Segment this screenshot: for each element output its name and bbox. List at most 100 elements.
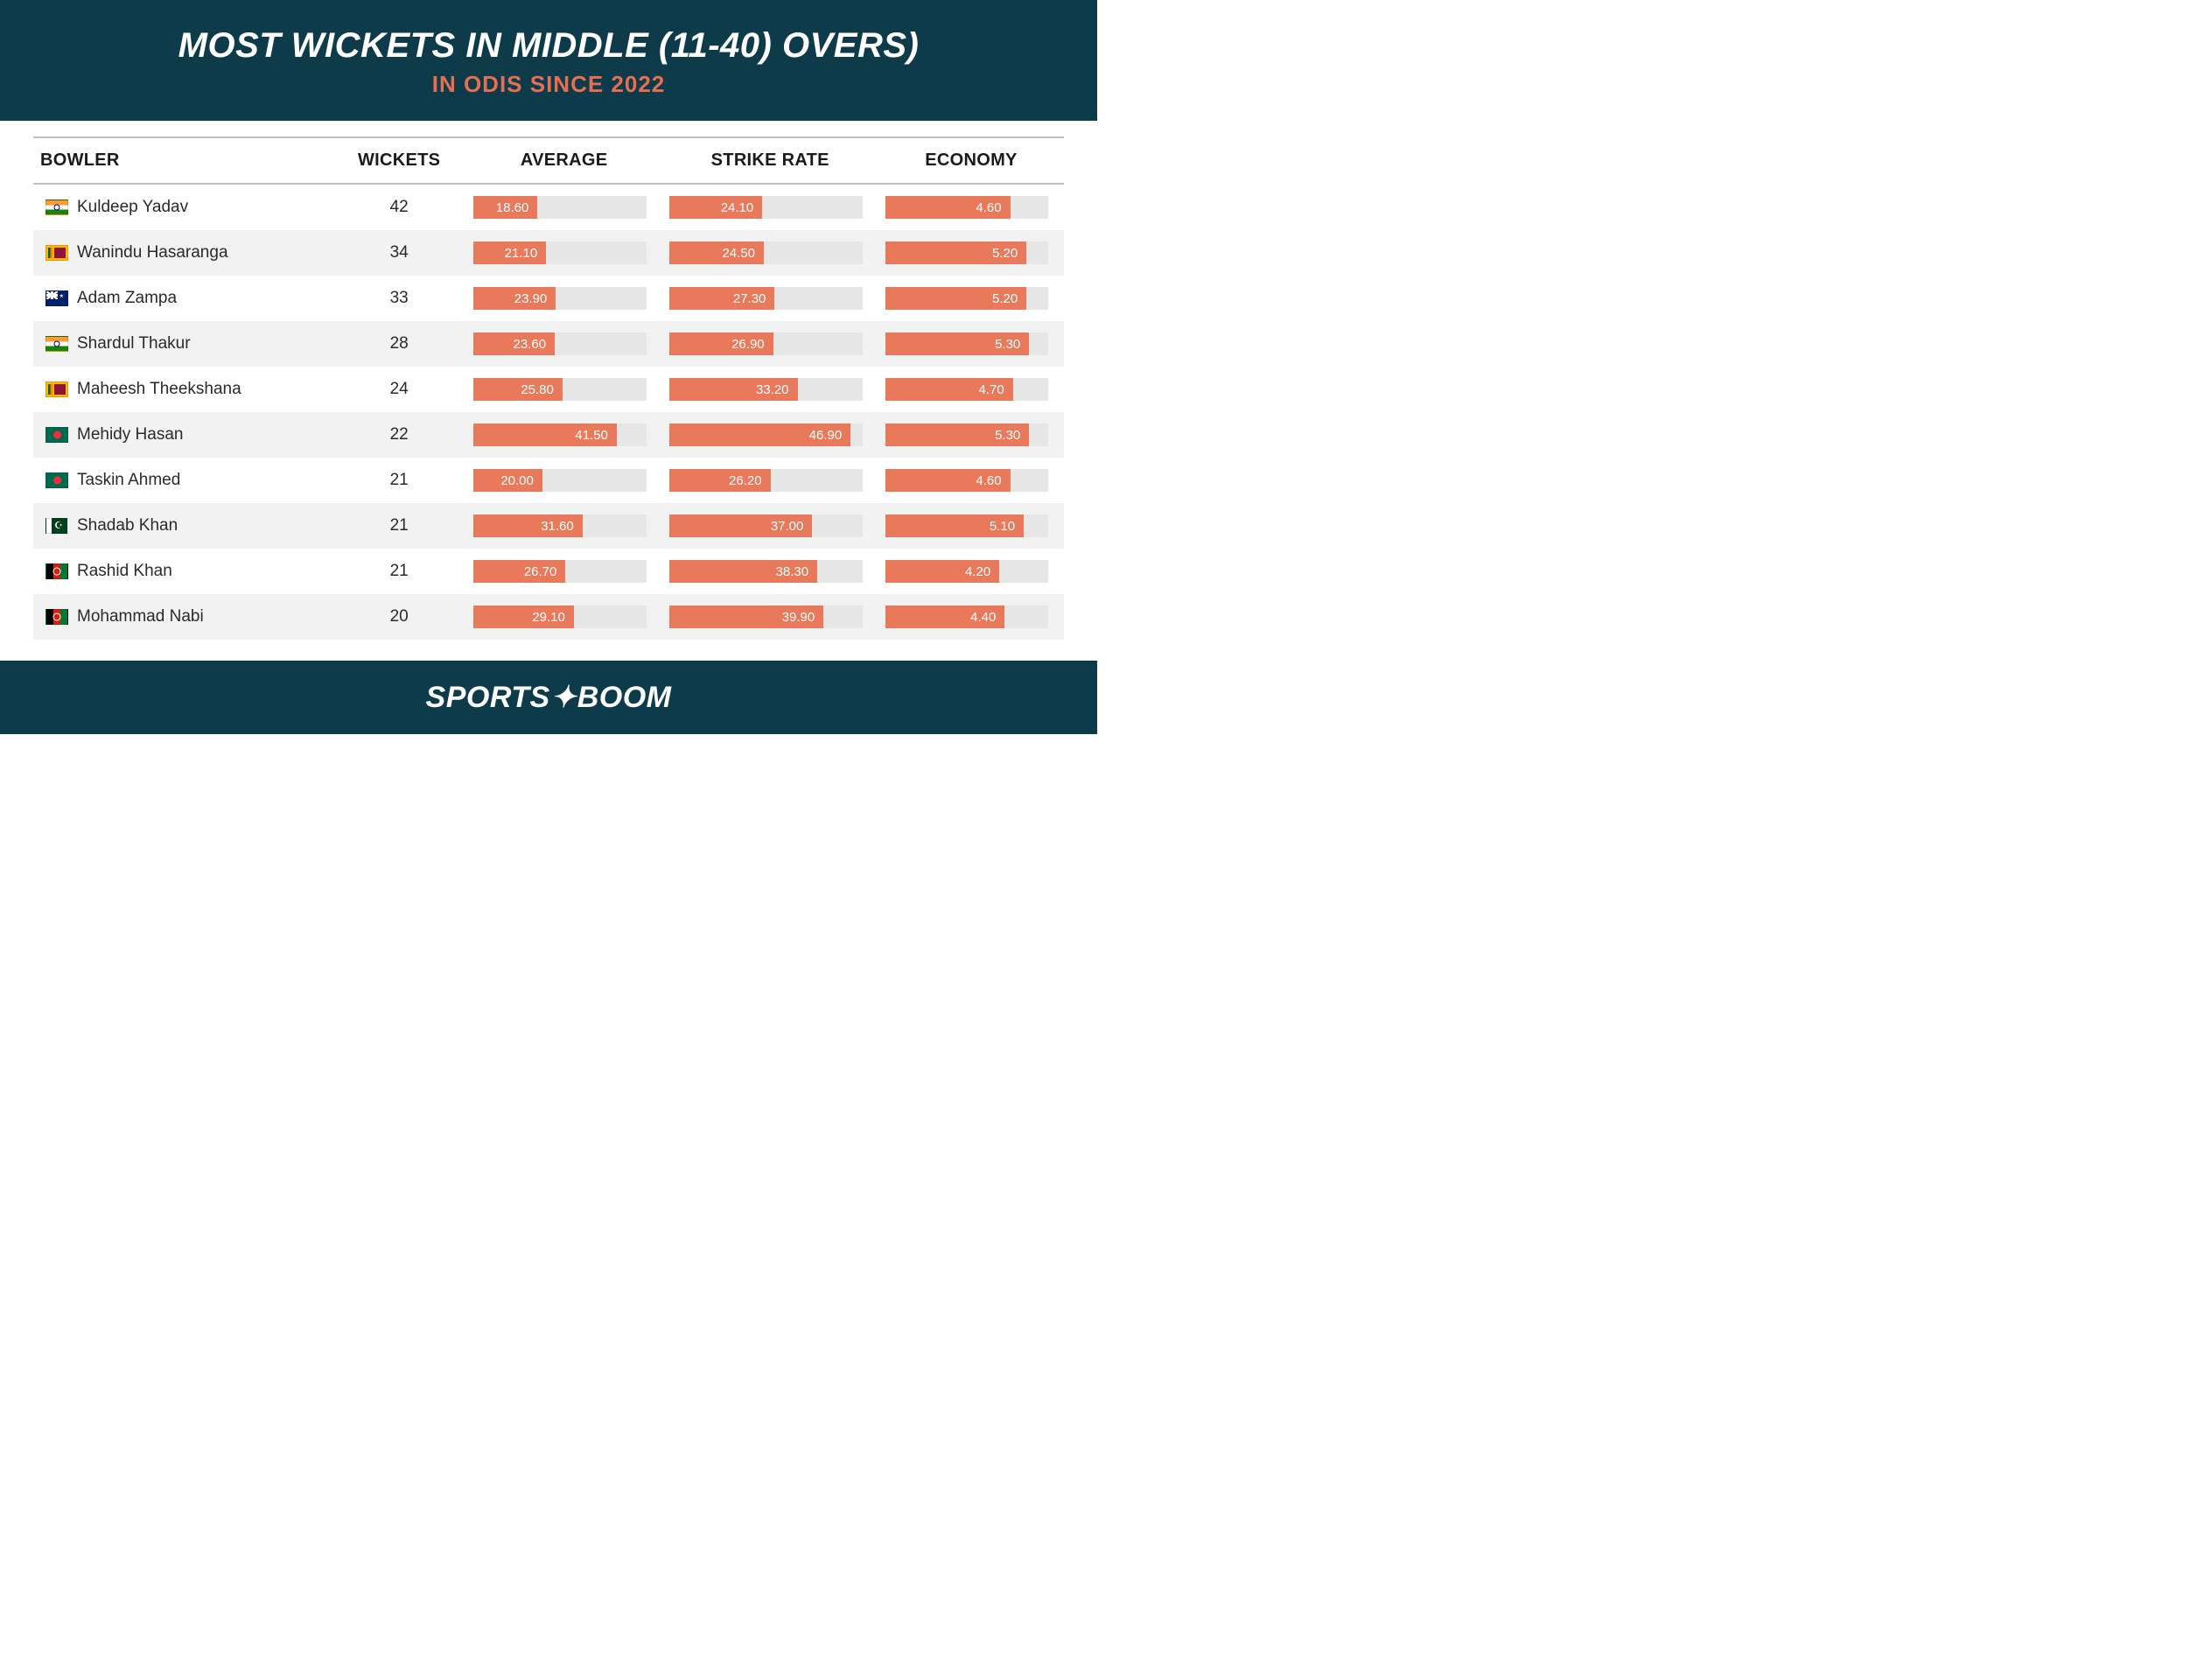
col-economy: ECONOMY [878,137,1064,184]
flag-icon [45,382,68,397]
table-row: Mehidy Hasan 22 41.50 46.90 5.30 [33,412,1064,458]
bar-fill: 5.20 [885,242,1026,264]
col-wickets: WICKETS [332,137,466,184]
bowler-name: Mohammad Nabi [77,607,204,626]
table-row: Wanindu Hasaranga3421.1024.505.20 [33,230,1064,276]
bar-track: 41.50 [473,424,647,446]
bar-fill: 29.10 [473,606,574,628]
economy-cell: 5.30 [878,321,1064,367]
bar-track: 25.80 [473,378,647,401]
flag-icon [45,518,68,534]
bar-track: 18.60 [473,196,647,219]
strike-rate-cell: 26.20 [662,458,878,503]
flag-icon [45,336,68,352]
economy-cell: 5.10 [878,503,1064,549]
flag-icon [45,200,68,215]
bowler-cell: Kuldeep Yadav [33,184,332,230]
strike-rate-cell: 26.90 [662,321,878,367]
brand-logo: SPORTS✦BOOM [0,680,1097,715]
table-row: Kuldeep Yadav4218.6024.104.60 [33,184,1064,230]
bar-fill: 24.50 [669,242,764,264]
bar-label: 37.00 [771,519,804,534]
wickets-cell: 34 [332,230,466,276]
table-row: Shadab Khan2131.6037.005.10 [33,503,1064,549]
col-average: AVERAGE [466,137,662,184]
bar-fill: 33.20 [669,378,798,401]
bar-track: 5.20 [885,287,1048,310]
bar-label: 31.60 [541,519,574,534]
bar-label: 46.90 [809,428,843,443]
bar-track: 24.10 [669,196,863,219]
economy-cell: 4.20 [878,549,1064,594]
bar-label: 18.60 [496,200,529,215]
header-row: BOWLER WICKETS AVERAGE STRIKE RATE ECONO… [33,137,1064,184]
flag-icon [45,427,68,443]
bar-fill: 5.30 [885,424,1029,446]
bar-label: 25.80 [521,382,554,397]
average-cell: 26.70 [466,549,662,594]
table-row: Adam Zampa3323.9027.305.20 [33,276,1064,321]
bar-track: 26.90 [669,332,863,355]
bar-fill: 26.70 [473,560,566,583]
brand-post: BOOM [577,681,672,714]
bar-track: 24.50 [669,242,863,264]
bar-label: 26.70 [524,564,557,579]
bar-fill: 24.10 [669,196,763,219]
economy-cell: 5.20 [878,230,1064,276]
table-row: Taskin Ahmed 21 20.00 26.20 4.60 [33,458,1064,503]
bowler-name: Maheesh Theekshana [77,380,241,399]
bar-label: 23.90 [514,291,548,306]
bar-label: 5.30 [995,337,1020,352]
bar-track: 33.20 [669,378,863,401]
bar-track: 4.60 [885,196,1048,219]
header: MOST WICKETS IN MIDDLE (11-40) OVERS) IN… [0,0,1097,121]
economy-cell: 4.60 [878,458,1064,503]
bar-label: 4.60 [976,200,1001,215]
bar-label: 20.00 [500,473,534,488]
bar-fill: 26.20 [669,469,771,492]
bar-label: 26.90 [731,337,765,352]
bar-fill: 25.80 [473,378,563,401]
wickets-cell: 22 [332,412,466,458]
bar-fill: 27.30 [669,287,775,310]
bar-label: 24.50 [722,246,755,261]
bar-label: 21.10 [505,246,538,261]
economy-cell: 4.70 [878,367,1064,412]
average-cell: 21.10 [466,230,662,276]
bar-track: 23.60 [473,332,647,355]
bowler-name: Taskin Ahmed [77,471,180,490]
average-cell: 31.60 [466,503,662,549]
bar-fill: 4.40 [885,606,1004,628]
bar-track: 4.70 [885,378,1048,401]
bar-fill: 21.10 [473,242,546,264]
bar-track: 5.10 [885,514,1048,537]
bar-fill: 46.90 [669,424,851,446]
bowler-name: Kuldeep Yadav [77,198,188,217]
bowler-cell: Rashid Khan [33,549,332,594]
wickets-cell: 28 [332,321,466,367]
bar-track: 27.30 [669,287,863,310]
bar-label: 27.30 [733,291,766,306]
economy-cell: 4.60 [878,184,1064,230]
table-row: Rashid Khan2126.7038.304.20 [33,549,1064,594]
col-bowler: BOWLER [33,137,332,184]
bar-track: 4.20 [885,560,1048,583]
bar-fill: 4.60 [885,196,1011,219]
economy-cell: 5.20 [878,276,1064,321]
bar-label: 5.20 [992,291,1018,306]
bar-label: 26.20 [729,473,762,488]
wickets-cell: 21 [332,458,466,503]
bowler-name: Rashid Khan [77,562,172,581]
bar-label: 4.40 [970,610,996,625]
table-row: Maheesh Theekshana2425.8033.204.70 [33,367,1064,412]
flag-icon [45,609,68,625]
bar-label: 39.90 [782,610,815,625]
bar-fill: 5.30 [885,332,1029,355]
bar-fill: 23.90 [473,287,556,310]
bar-track: 5.30 [885,424,1048,446]
bar-track: 26.70 [473,560,647,583]
bowler-cell: Shadab Khan [33,503,332,549]
economy-cell: 5.30 [878,412,1064,458]
footer: SPORTS✦BOOM [0,661,1097,734]
bowler-name: Mehidy Hasan [77,425,183,444]
